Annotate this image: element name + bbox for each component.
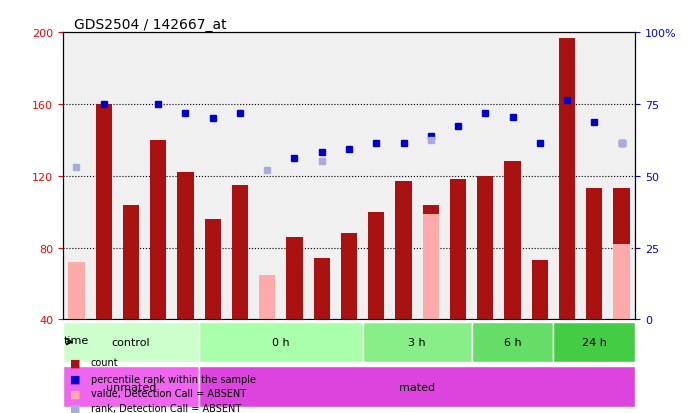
Bar [532, 261, 548, 320]
Bar [232, 185, 248, 320]
Text: rank, Detection Call = ABSENT: rank, Detection Call = ABSENT [91, 403, 241, 413]
Bar [205, 219, 221, 320]
Bar [68, 262, 84, 320]
Text: count: count [91, 358, 119, 368]
Bar [150, 140, 166, 320]
Text: 3 h: 3 h [408, 337, 426, 347]
Bar [477, 176, 493, 320]
Bar [505, 162, 521, 320]
Text: control: control [112, 337, 150, 347]
FancyBboxPatch shape [363, 322, 472, 362]
Text: percentile rank within the sample: percentile rank within the sample [91, 374, 255, 384]
Bar [614, 189, 630, 320]
Bar [123, 205, 139, 320]
Text: ■: ■ [70, 389, 80, 399]
FancyBboxPatch shape [63, 366, 199, 407]
Text: 24 h: 24 h [582, 337, 607, 347]
Bar [313, 259, 330, 320]
FancyBboxPatch shape [554, 322, 635, 362]
Bar [422, 214, 439, 320]
Text: ■: ■ [70, 403, 80, 413]
Bar [368, 212, 385, 320]
Text: time: time [64, 335, 89, 345]
Text: unmated: unmated [106, 382, 156, 392]
Text: value, Detection Call = ABSENT: value, Detection Call = ABSENT [91, 389, 246, 399]
Text: mated: mated [399, 382, 435, 392]
Bar [422, 205, 439, 320]
Bar [286, 237, 303, 320]
FancyBboxPatch shape [472, 322, 554, 362]
Bar [614, 244, 630, 320]
Bar [559, 38, 575, 320]
Text: 6 h: 6 h [504, 337, 521, 347]
Bar [395, 182, 412, 320]
FancyBboxPatch shape [199, 322, 363, 362]
Bar [96, 105, 112, 320]
Bar [177, 173, 193, 320]
Bar [586, 189, 602, 320]
FancyBboxPatch shape [199, 366, 635, 407]
Text: ■: ■ [70, 374, 80, 384]
Bar [450, 180, 466, 320]
Text: GDS2504 / 142667_at: GDS2504 / 142667_at [74, 18, 227, 32]
Text: 0 h: 0 h [272, 337, 290, 347]
FancyBboxPatch shape [63, 322, 199, 362]
Bar [341, 234, 357, 320]
Bar [259, 275, 276, 320]
Text: ■: ■ [70, 358, 80, 368]
